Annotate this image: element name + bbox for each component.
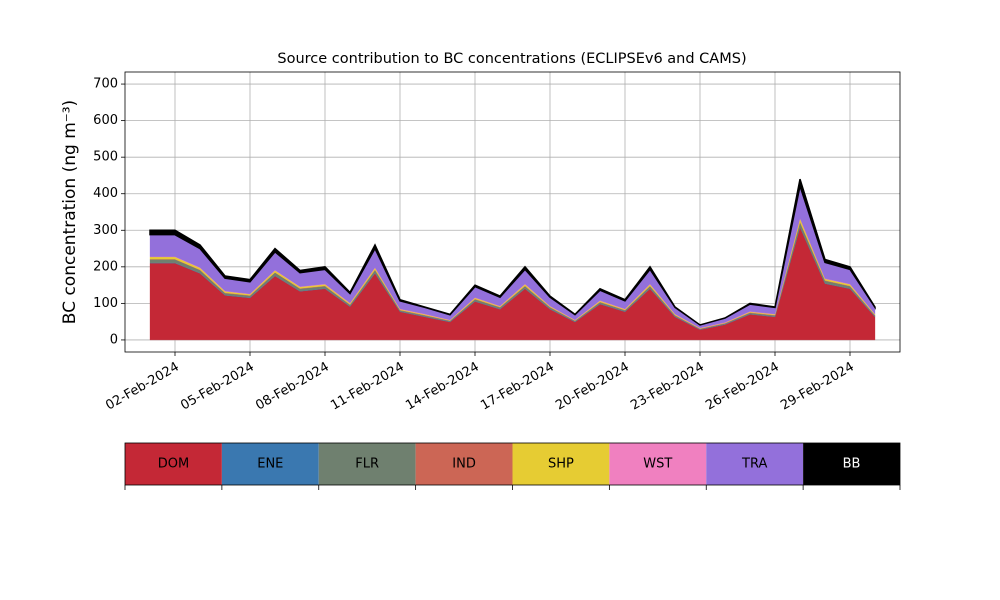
- legend-swatch: [609, 443, 707, 485]
- x-tick-label: 23-Feb-2024: [628, 360, 707, 414]
- legend-label: FLR: [355, 457, 379, 472]
- legend-swatch: [415, 443, 513, 485]
- legend-swatch: [318, 443, 416, 485]
- x-tick-label: 14-Feb-2024: [403, 360, 482, 414]
- legend-label: BB: [843, 457, 861, 472]
- x-tick-label: 26-Feb-2024: [703, 360, 782, 414]
- legend-swatch: [221, 443, 319, 485]
- legend-label: ENE: [257, 457, 283, 472]
- legend-label: IND: [452, 457, 476, 472]
- legend-swatch: [512, 443, 610, 485]
- y-tick-label: 400: [93, 186, 118, 201]
- y-tick-label: 0: [110, 332, 118, 347]
- area: [149, 178, 876, 326]
- y-tick-label: 300: [93, 223, 118, 238]
- x-tick-label: 08-Feb-2024: [253, 360, 332, 414]
- x-tick-label: 02-Feb-2024: [103, 360, 182, 414]
- y-tick-label: 500: [93, 150, 118, 165]
- legend-label: SHP: [548, 457, 574, 472]
- legend-swatch: [803, 443, 900, 485]
- legend-swatch: [125, 443, 222, 485]
- legend-frame: [124, 442, 901, 486]
- legend-label: TRA: [741, 457, 767, 472]
- chart-title: Source contribution to BC concentrations…: [277, 51, 746, 67]
- plot-frame: [124, 71, 901, 353]
- x-tick-label: 20-Feb-2024: [553, 360, 632, 414]
- x-tick-label: 17-Feb-2024: [478, 360, 557, 414]
- y-axis-label: BC concentration (ng m⁻³): [60, 100, 80, 324]
- y-tick-label: 700: [93, 77, 118, 92]
- x-tick-label: 05-Feb-2024: [178, 360, 257, 414]
- y-tick-label: 200: [93, 259, 118, 274]
- x-tick-label: 11-Feb-2024: [328, 360, 407, 414]
- legend-label: WST: [643, 457, 672, 472]
- legend-label: DOM: [158, 457, 189, 472]
- y-tick-label: 100: [93, 296, 118, 311]
- y-tick-label: 600: [93, 113, 118, 128]
- legend-swatch: [706, 443, 804, 485]
- x-tick-label: 29-Feb-2024: [778, 360, 857, 414]
